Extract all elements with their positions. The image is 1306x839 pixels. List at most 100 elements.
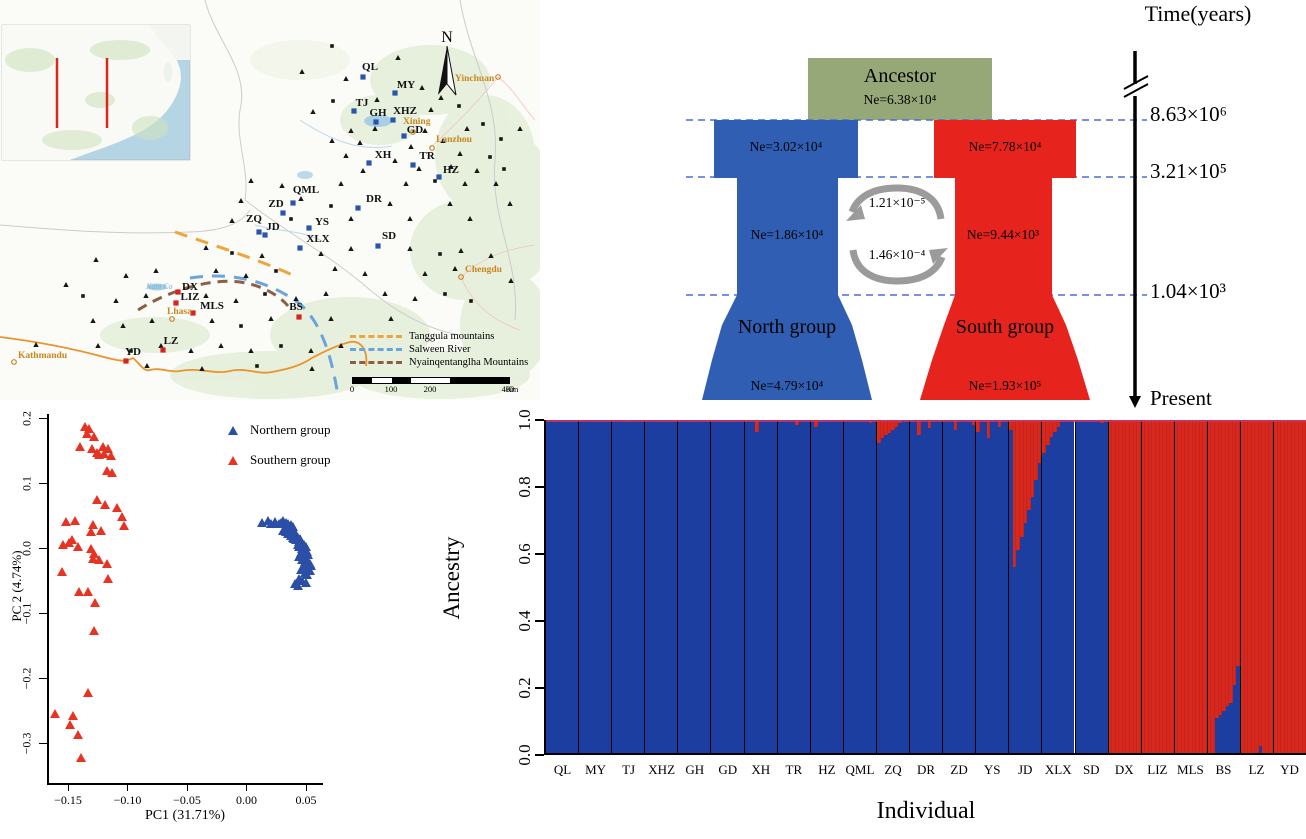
time-tick-1: 8.63×10⁶ [1150,102,1227,126]
unlabeled-site-marker [323,291,329,296]
ancestry-bars [546,420,1306,755]
ancestry-bar [858,420,862,753]
population-group-MLS [1174,420,1208,753]
unlabeled-site-marker [357,140,363,145]
legend-row-nyainqentanglha: Nyainqentanglha Mountains [350,356,538,369]
population-group-DR [910,420,944,753]
site-marker-MLS [190,310,196,316]
unlabeled-site-marker [507,201,513,206]
ancestry-bar [994,420,998,753]
site-label-QML: QML [293,184,319,196]
legend-series-label: Northern group [250,422,331,437]
pca-point [118,520,129,530]
site-label-YS: YS [315,216,329,228]
ancestry-population-labels: QL MY TJ XHZ GH GD XH TR HZ QML ZQ DR ZD YS JD XLX SD DX L… [546,762,1306,778]
unlabeled-site-marker [362,271,368,276]
unlabeled-site-marker [218,343,224,348]
pca-x-tick [127,783,128,791]
ancestry-bar [913,420,918,753]
unlabeled-site-marker [298,196,304,201]
unlabeled-site-marker [274,269,278,273]
inset-japan [164,62,172,82]
pca-y-axis-label: PC 2 (4.74%) [9,550,24,622]
ancestry-bar [1056,420,1061,753]
tanggula-mountains-line [174,230,298,279]
ancestry-bar [1137,420,1141,753]
ancestry-bar [1100,420,1104,753]
unlabeled-site-marker [412,296,418,301]
unlabeled-site-marker [374,97,380,102]
unlabeled-site-marker [447,201,453,206]
nyainqentanglha-dash-swatch [350,361,402,364]
pca-x-tick-label: 0.00 [236,793,257,807]
ancestry-y-axis-label: Ancestry [439,536,464,620]
site-marker-TR [410,162,416,168]
unlabeled-site-marker [248,178,254,183]
population-group-LZ [1240,420,1275,753]
ancestry-bar [1141,420,1146,753]
unlabeled-site-marker [81,294,85,298]
site-marker-DR [355,205,361,211]
pca-point [65,720,76,730]
ancestry-bar [1265,420,1270,753]
city-label-Lanzhou: Lanzhou [436,135,473,145]
city-marker-Kathmandu [11,359,17,365]
scalebar-labels: Km 0 100 200 400 [349,384,522,394]
unlabeled-site-marker [392,158,398,163]
population-label-BS: BS [1215,762,1232,777]
ancestry-bar [640,420,645,753]
pca-point [89,431,100,441]
legend-triangle-icon [228,455,238,465]
population-group-YS [976,420,1010,753]
ancestry-bar [666,420,671,753]
ancestry-bar [689,420,693,753]
unlabeled-site-marker [348,128,354,133]
ancestry-bar [976,420,980,753]
ancestry-bar [894,420,899,753]
ancestry-bar [1027,420,1031,753]
population-group-GH [678,420,712,753]
ancestry-bar [946,420,951,753]
ancestry-bar [567,420,571,753]
pca-point [72,730,83,740]
site-marker-ZQ [256,229,262,235]
unlabeled-site-marker [308,348,314,353]
pca-point [301,542,311,552]
pca-y-tick [39,742,47,744]
ancestry-bar [1042,420,1046,753]
ancestry-bar [931,420,935,753]
ancestry-bar [905,420,909,753]
legend-triangle-icon [228,425,238,435]
ancestry-y-tick-label: 0.8 [515,476,534,498]
ancestry-bar [850,420,855,753]
ancestry-bar [1277,420,1282,753]
population-group-TR [777,420,811,753]
population-group-YD [1274,420,1306,753]
pca-point [295,533,306,543]
ancestry-bar [630,420,634,753]
ancestry-bar [777,420,782,753]
population-group-SD [1075,420,1109,753]
present-label: Present [1150,386,1212,410]
unlabeled-site-marker [263,292,267,296]
ancestry-bar [1049,420,1054,753]
south-ne-present: Ne=1.93×10⁵ [968,378,1042,393]
population-group-MY [579,420,613,753]
legend-row-tanggula: Tanggula mountains [350,330,538,343]
ancestry-bar [1178,420,1182,753]
pca-point [105,451,116,461]
inset-map [1,24,191,161]
pca-y-tick-label: 0.1 [19,476,34,491]
ancestry-bar [670,420,674,753]
pca-point [70,516,81,526]
ancestry-bar [1229,420,1233,753]
site-label-QL: QL [362,61,378,73]
pca-point [102,558,113,568]
pca-y-tick [39,547,47,549]
ancestry-y-tick [535,486,544,488]
pca-point [85,527,96,537]
ancestry-y-tick [535,687,544,689]
scalebar-tick: 0 [349,384,355,394]
population-label-LZ: LZ [1248,762,1265,777]
